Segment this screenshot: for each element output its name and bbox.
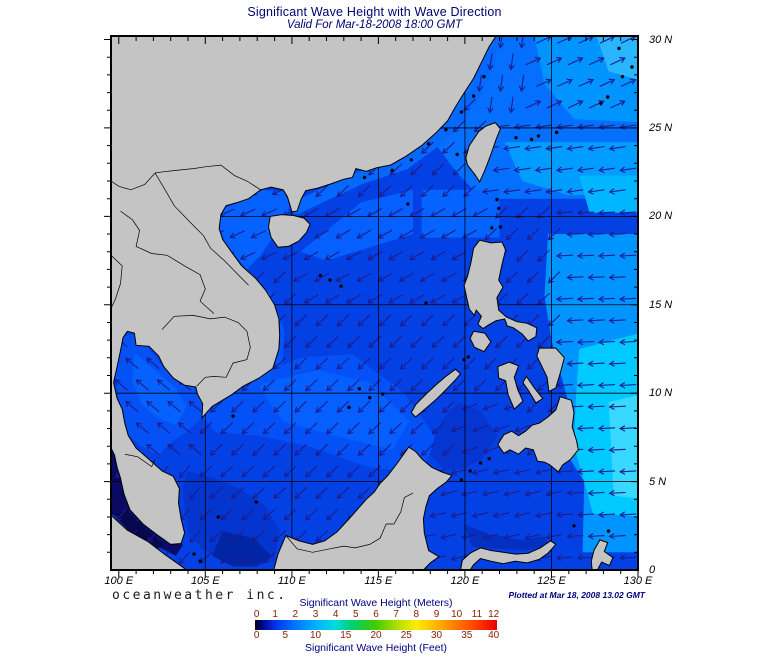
legend-feet-tick: 10 — [309, 630, 322, 641]
legend-feet-tick: 30 — [430, 630, 443, 641]
oceanweather-logo-text: oceanweather inc. — [112, 588, 288, 603]
lat-label: 5 N — [649, 475, 667, 488]
legend-feet-tick: 25 — [400, 630, 412, 641]
legend-feet-tick: 20 — [370, 630, 382, 641]
lon-label: 115 E — [364, 575, 393, 587]
lon-label: 120 E — [450, 575, 480, 587]
lon-label: 125 E — [537, 575, 566, 587]
legend-meters-title: Significant Wave Height (Meters) — [299, 597, 453, 609]
lat-label: 10 N — [649, 387, 673, 400]
lat-label: 0 — [649, 564, 656, 576]
lat-label: 30 N — [649, 33, 673, 46]
map-canvas — [104, 35, 639, 577]
legend-feet-title: Significant Wave Height (Feet) — [304, 642, 447, 654]
legend-meters-tick: 7 — [393, 609, 399, 620]
legend-feet-tick: 0 — [253, 630, 260, 641]
legend-meters-tick: 6 — [373, 609, 379, 620]
lon-label: 105 E — [190, 575, 220, 587]
lon-label: 110 E — [277, 575, 306, 587]
lat-label: 20 N — [649, 210, 673, 223]
legend-colorbar — [255, 620, 497, 630]
lat-label: 25 N — [649, 121, 673, 134]
legend-meters-tick: 3 — [312, 609, 319, 620]
legend-feet-tick: 40 — [488, 630, 500, 641]
legend-meters-tick: 12 — [488, 609, 500, 620]
legend-meters-tick: 5 — [353, 609, 359, 620]
legend-feet-tick: 35 — [461, 630, 473, 641]
plotted-timestamp: Plotted at Mar 18, 2008 13.02 GMT — [508, 590, 645, 600]
map-valid-time: Valid For Mar-18-2008 18:00 GMT — [286, 19, 463, 31]
legend-meters-tick: 11 — [471, 609, 483, 620]
legend-meters-tick: 8 — [413, 609, 420, 620]
legend-meters-tick: 2 — [292, 609, 299, 620]
legend-meters-tick: 4 — [332, 609, 339, 620]
legend-meters-tick: 9 — [433, 609, 440, 620]
lon-label: 100 E — [104, 575, 134, 587]
map-title: Significant Wave Height with Wave Direct… — [247, 5, 502, 19]
legend-feet-tick: 5 — [282, 630, 289, 641]
lon-label: 130 E — [623, 575, 653, 587]
legend-meters-tick: 1 — [272, 609, 278, 620]
legend-meters-tick: 0 — [253, 609, 260, 620]
legend-meters-tick: 10 — [451, 609, 463, 620]
lat-label: 15 N — [649, 298, 673, 311]
legend-feet-tick: 15 — [340, 630, 352, 641]
